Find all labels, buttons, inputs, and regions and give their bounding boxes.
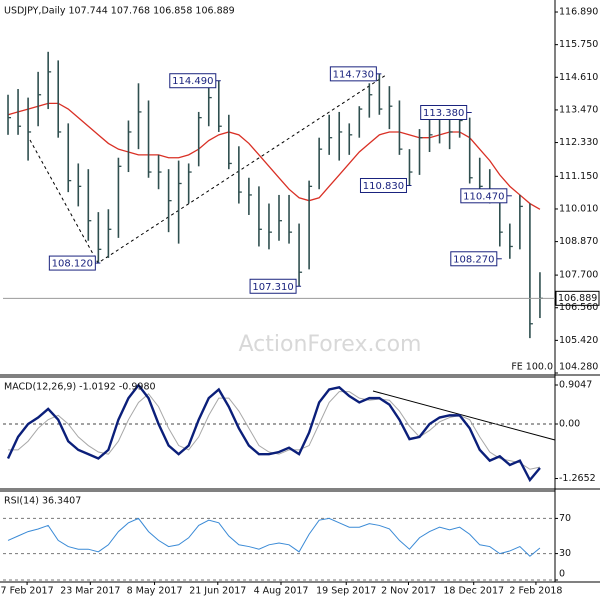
panel-title: USDJPY,Daily 107.744 107.768 106.858 106…: [4, 6, 235, 17]
y-tick-label: 111.150: [559, 171, 598, 182]
y-tick-label: 105.420: [559, 335, 598, 346]
annotation-label: 107.310: [252, 282, 293, 293]
rsi-line: [7, 517, 541, 557]
y-tick-label: 113.470: [559, 104, 598, 115]
annotation-label: 110.830: [363, 181, 404, 192]
annotation-label: 114.490: [172, 76, 213, 87]
trend-annotation: [372, 390, 556, 441]
x-tick-label: 19 Sep 2017: [316, 586, 376, 597]
x-tick-label: 2 Feb 2018: [509, 586, 562, 597]
panel-title: RSI(14) 36.3407: [4, 496, 81, 507]
y-tick-label: 104.280: [559, 362, 598, 373]
panel-title: MACD(12,26,9) -1.0192 -0.9980: [4, 382, 156, 393]
x-tick-label: 21 Jun 2017: [189, 586, 246, 597]
y-tick-label: 110.010: [559, 203, 598, 214]
y-tick-label: 0.9047: [559, 379, 592, 390]
x-tick-label: 23 Mar 2017: [60, 586, 120, 597]
x-tick-label: 2 Nov 2017: [381, 586, 436, 597]
annotation-label: 114.730: [333, 69, 374, 80]
macd-line: [6, 383, 541, 483]
annotation-label: 110.470: [463, 191, 504, 202]
fe-note: FE 100.0: [511, 362, 553, 373]
y-tick-label: 0: [559, 569, 565, 580]
y-tick-label: 115.750: [559, 39, 598, 50]
y-tick-label: 112.330: [559, 137, 598, 148]
x-tick-label: 8 May 2017: [127, 586, 183, 597]
watermark: ActionForex.com: [239, 332, 422, 357]
annotation-label: 113.380: [423, 108, 464, 119]
y-tick-label: 114.610: [559, 72, 598, 83]
annotation-label: 108.270: [453, 254, 494, 265]
y-tick-label: 30: [559, 548, 571, 559]
y-tick-label: 0.00: [559, 418, 580, 429]
y-tick-label: 106.560: [559, 302, 598, 313]
y-tick-label: 70: [559, 513, 571, 524]
x-tick-label: 4 Aug 2017: [254, 586, 309, 597]
y-tick-label: 108.870: [559, 236, 598, 247]
y-tick-label: 107.700: [559, 270, 598, 281]
y-tick-label: 116.890: [559, 7, 598, 18]
x-tick-label: 7 Feb 2017: [1, 586, 54, 597]
annotation-label: 108.120: [52, 259, 93, 270]
last-price-box: [555, 290, 600, 306]
x-tick-label: 18 Dec 2017: [443, 586, 504, 597]
y-tick-label: -1.2652: [559, 473, 596, 484]
last-price-label: 106.889: [558, 293, 597, 304]
